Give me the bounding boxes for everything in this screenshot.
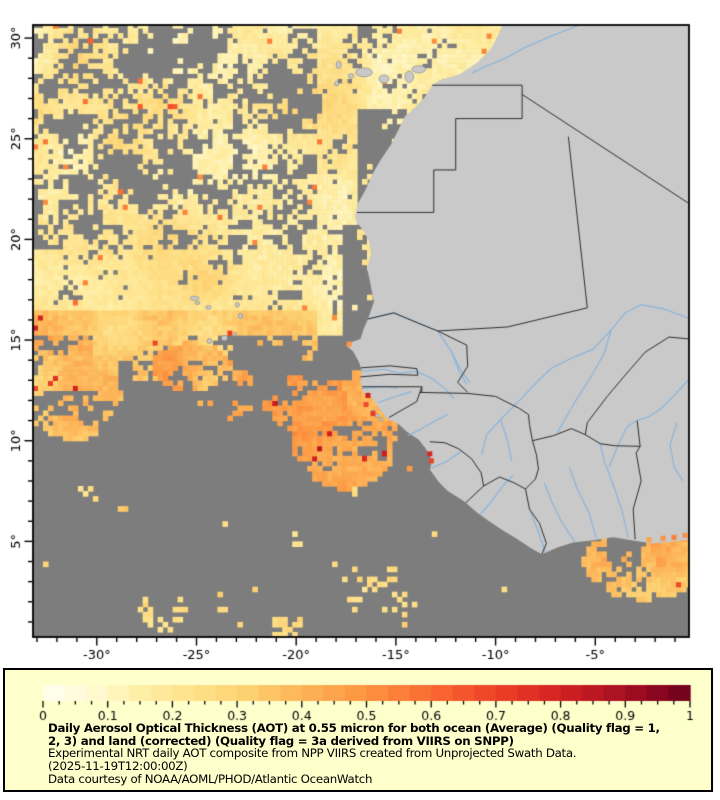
legend-text-block: Daily Aerosol Optical Thickness (AOT) at…	[48, 722, 660, 786]
legend-credit: Data courtesy of NOAA/AOML/PHOD/Atlantic…	[48, 771, 373, 786]
colorbar-canvas	[5, 670, 711, 726]
legend-title-line1: Daily Aerosol Optical Thickness (AOT) at…	[48, 721, 660, 735]
legend-timestamp: (2025-11-19T12:00:00Z)	[48, 759, 188, 774]
legend-subtitle: Experimental NRT daily AOT composite fro…	[48, 746, 577, 761]
legend-panel: Daily Aerosol Optical Thickness (AOT) at…	[3, 668, 713, 792]
aot-map-canvas	[0, 0, 720, 664]
legend-title-line2: 2, 3) and land (corrected) (Quality flag…	[48, 733, 514, 748]
